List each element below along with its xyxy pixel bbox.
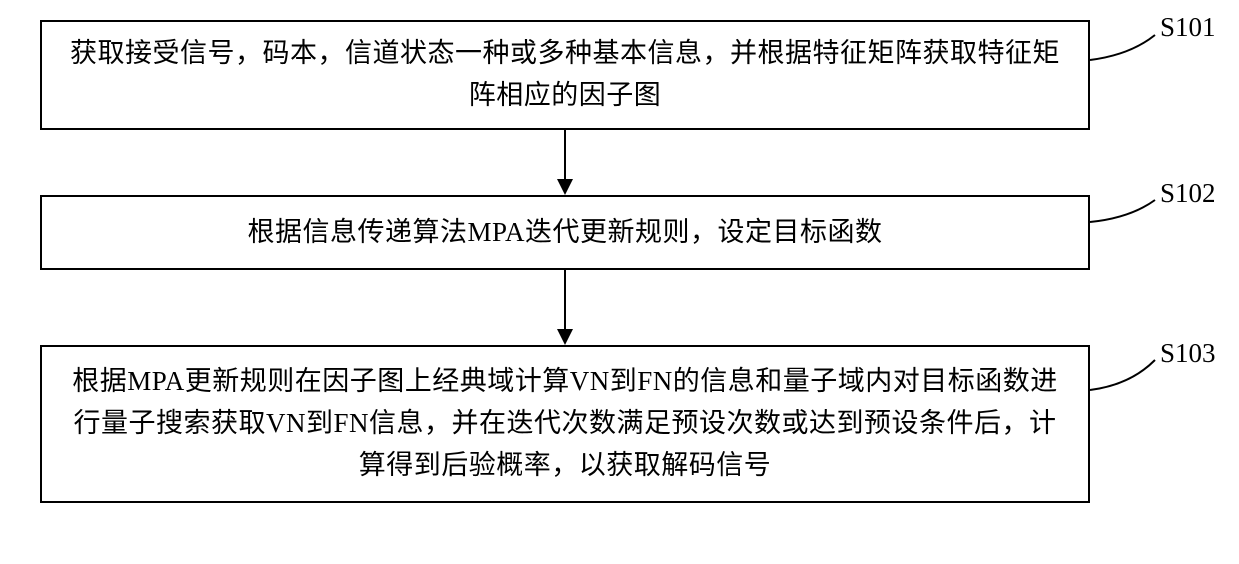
flowchart-canvas: 获取接受信号，码本，信道状态一种或多种基本信息，并根据特征矩阵获取特征矩阵相应的…: [0, 0, 1239, 564]
label-connector-s103: [0, 0, 1239, 564]
step-label-s103: S103: [1160, 338, 1216, 369]
